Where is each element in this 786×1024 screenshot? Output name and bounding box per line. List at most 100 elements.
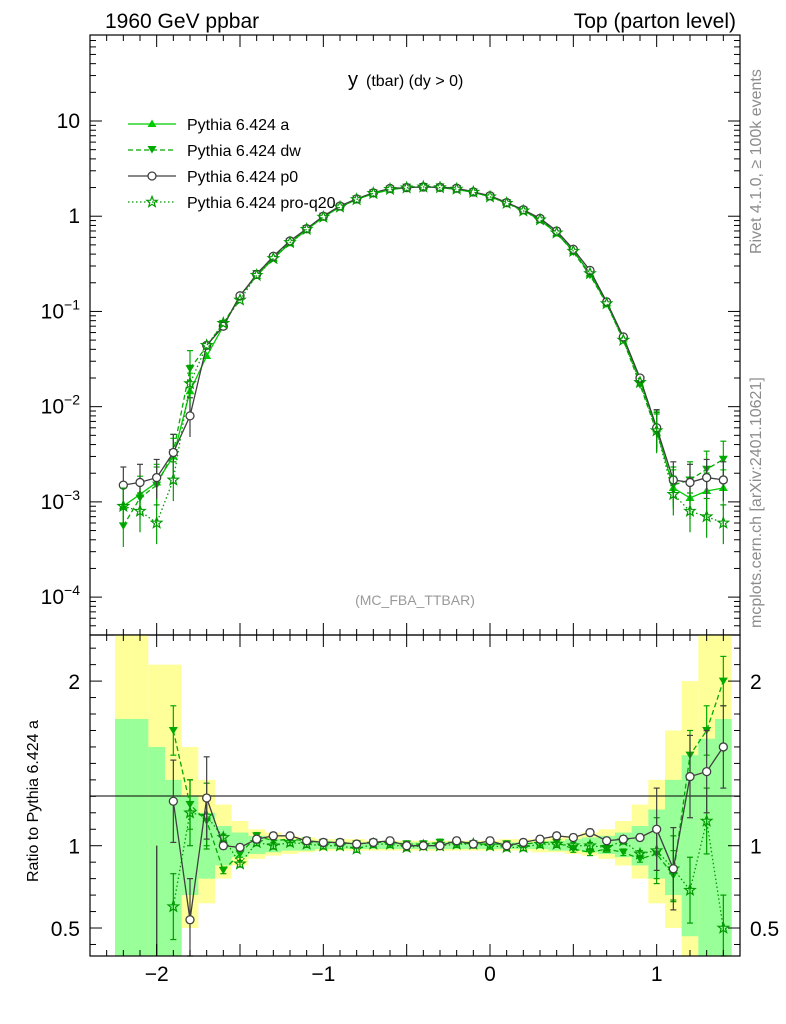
- main-data-point: [366, 186, 381, 200]
- ratio-band-green: [715, 718, 732, 956]
- main-series-line: [122, 185, 724, 527]
- ratio-y-tick-label-right: 1: [750, 836, 762, 859]
- legend-item-a: Pythia 6.424 a: [128, 117, 289, 134]
- main-y-tick-label-mantissa: 10: [41, 586, 64, 609]
- main-data-point: [566, 243, 581, 258]
- main-data-point: [316, 209, 331, 223]
- ratio-data-point: [516, 840, 531, 854]
- header-left: 1960 GeV ppbar: [105, 10, 259, 33]
- main-data-point: [718, 455, 728, 464]
- main-series-1: [118, 183, 728, 547]
- ratio-data-point: [168, 726, 178, 735]
- main-data-point: [133, 503, 147, 518]
- main-y-tick-label-exponent: −3: [64, 487, 80, 503]
- ratio-y-axis-label: Ratio to Pythia 6.424 a: [25, 720, 42, 882]
- main-data-point: [168, 447, 178, 458]
- ratio-data-point: [218, 866, 228, 875]
- main-data-point: [216, 316, 231, 330]
- ratio-data-point: [718, 742, 728, 752]
- main-data-point: [166, 472, 181, 486]
- ratio-data-point: [235, 842, 245, 853]
- ratio-x-tick-label: 0: [484, 963, 496, 986]
- ratio-data-point: [635, 832, 645, 843]
- ratio-panel: 0.5 0.5 1 1 2 2 −2 −1 0 1 Ratio to Pythia 6.424 a: [25, 634, 779, 986]
- legend-label-a: Pythia 6.424 a: [187, 117, 289, 134]
- ratio-data-point: [468, 839, 478, 849]
- ratio-data-point: [483, 838, 497, 852]
- ratio-data-point: [283, 835, 297, 849]
- main-y-tick-label: 10−3: [41, 487, 81, 514]
- main-data-point: [483, 189, 497, 203]
- ratio-data-point: [418, 841, 428, 851]
- main-y-tick-label: 10−4: [41, 582, 81, 609]
- ratio-data-point: [266, 838, 281, 852]
- main-ticks: [89, 34, 741, 636]
- rivet-label: Rivet 4.1.0, ≥ 100k events: [748, 69, 765, 254]
- main-data-point: [516, 203, 531, 217]
- main-y-tick-label-mantissa: 10: [41, 491, 64, 514]
- main-data-point: [266, 251, 281, 265]
- main-series-line: [123, 186, 724, 525]
- ratio-data-point: [185, 915, 195, 925]
- ratio-x-tick-label: −1: [311, 963, 335, 986]
- ratio-data-point: [233, 856, 247, 870]
- plot-title-y: y: [348, 69, 358, 91]
- main-series-line: [122, 186, 724, 507]
- ratio-data-point: [502, 841, 512, 851]
- main-y-tick-label: 10−1: [41, 296, 81, 323]
- main-data-point: [283, 235, 297, 249]
- ratio-data-point: [168, 796, 178, 806]
- main-y-tick-label-mantissa: 10: [41, 300, 64, 323]
- ratio-data-point: [618, 848, 628, 857]
- ratio-data-point: [235, 850, 245, 858]
- ratio-data-point: [718, 677, 728, 686]
- legend-label-dw: Pythia 6.424 dw: [187, 143, 301, 160]
- main-y-tick-label: 1: [68, 205, 80, 228]
- ratio-data-point: [583, 838, 597, 852]
- ratio-data-point: [599, 840, 614, 854]
- main-data-point: [549, 225, 564, 239]
- ratio-data-point: [702, 766, 712, 777]
- main-data-point: [333, 199, 347, 213]
- ratio-data-point: [602, 836, 612, 846]
- ratio-data-point: [485, 836, 495, 846]
- main-data-point: [499, 195, 514, 209]
- ratio-data-point: [549, 836, 564, 850]
- main-y-tick-label-exponent: −2: [64, 392, 80, 408]
- plot-title-rest: (tbar) (dy > 0): [366, 73, 463, 90]
- ratio-data-point: [352, 839, 362, 849]
- main-data-point: [616, 332, 631, 347]
- main-data-point: [466, 184, 481, 199]
- main-data-point: [299, 221, 314, 236]
- main-data-point: [433, 180, 447, 194]
- ratio-data-point: [566, 838, 581, 852]
- main-data-point: [449, 181, 464, 195]
- ratio-y-tick-label-left: 1: [68, 836, 80, 859]
- legend-item-pro-q20: Pythia 6.424 pro-q20: [128, 194, 336, 212]
- ratio-data-point: [368, 837, 378, 848]
- main-data-point: [649, 423, 664, 437]
- ratio-series: [156, 655, 731, 957]
- ratio-data-point: [585, 827, 595, 838]
- ratio-data-point: [652, 824, 662, 834]
- main-data-point: [199, 338, 214, 352]
- main-data-point: [116, 498, 131, 513]
- main-y-tick-label-exponent: −1: [64, 296, 80, 312]
- ratio-data-point: [535, 834, 545, 844]
- main-data-point: [183, 376, 197, 390]
- ratio-data-point: [435, 841, 445, 851]
- ratio-y-tick-label-left: 2: [68, 671, 80, 694]
- main-data-point: [152, 472, 162, 483]
- main-series-0: [118, 182, 728, 528]
- ratio-y-tick-label-left: 0.5: [51, 918, 80, 941]
- ratio-band-green: [165, 779, 182, 956]
- main-data-point: [233, 292, 247, 306]
- ratio-data-point: [268, 831, 278, 841]
- ratio-series-line: [172, 746, 724, 920]
- main-series-line: [123, 186, 724, 486]
- header-right: Top (parton level): [574, 10, 736, 33]
- ratio-data-point: [349, 841, 364, 855]
- ratio-data-point: [518, 837, 528, 848]
- main-data-point: [149, 515, 164, 529]
